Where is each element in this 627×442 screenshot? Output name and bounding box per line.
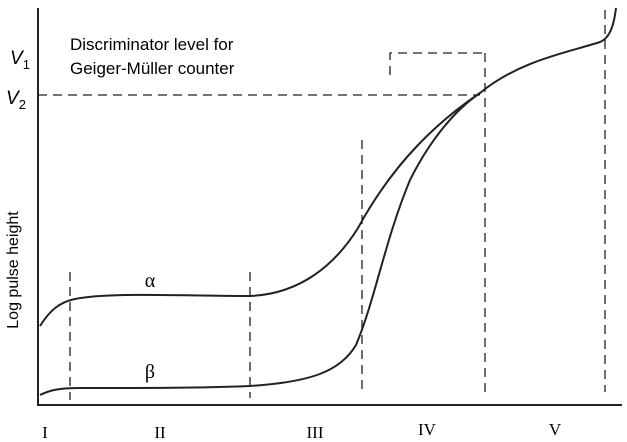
curve-label: α <box>145 270 156 292</box>
region-label: III <box>307 423 324 442</box>
y-axis-label: Log pulse height <box>5 211 22 329</box>
v1-level <box>389 52 485 75</box>
beta-curve <box>39 92 481 396</box>
alpha-curve <box>39 7 617 327</box>
marker-v2: V2 <box>6 88 26 112</box>
annotation: Discriminator level for <box>70 35 234 54</box>
annotation: Geiger-Müller counter <box>70 59 235 78</box>
region-label: V <box>549 420 562 439</box>
marker-v1: V1 <box>10 48 30 72</box>
region-label: II <box>154 423 166 442</box>
curve-label: β <box>145 361 155 383</box>
region-label: I <box>42 423 48 442</box>
region-label: IV <box>418 420 437 439</box>
